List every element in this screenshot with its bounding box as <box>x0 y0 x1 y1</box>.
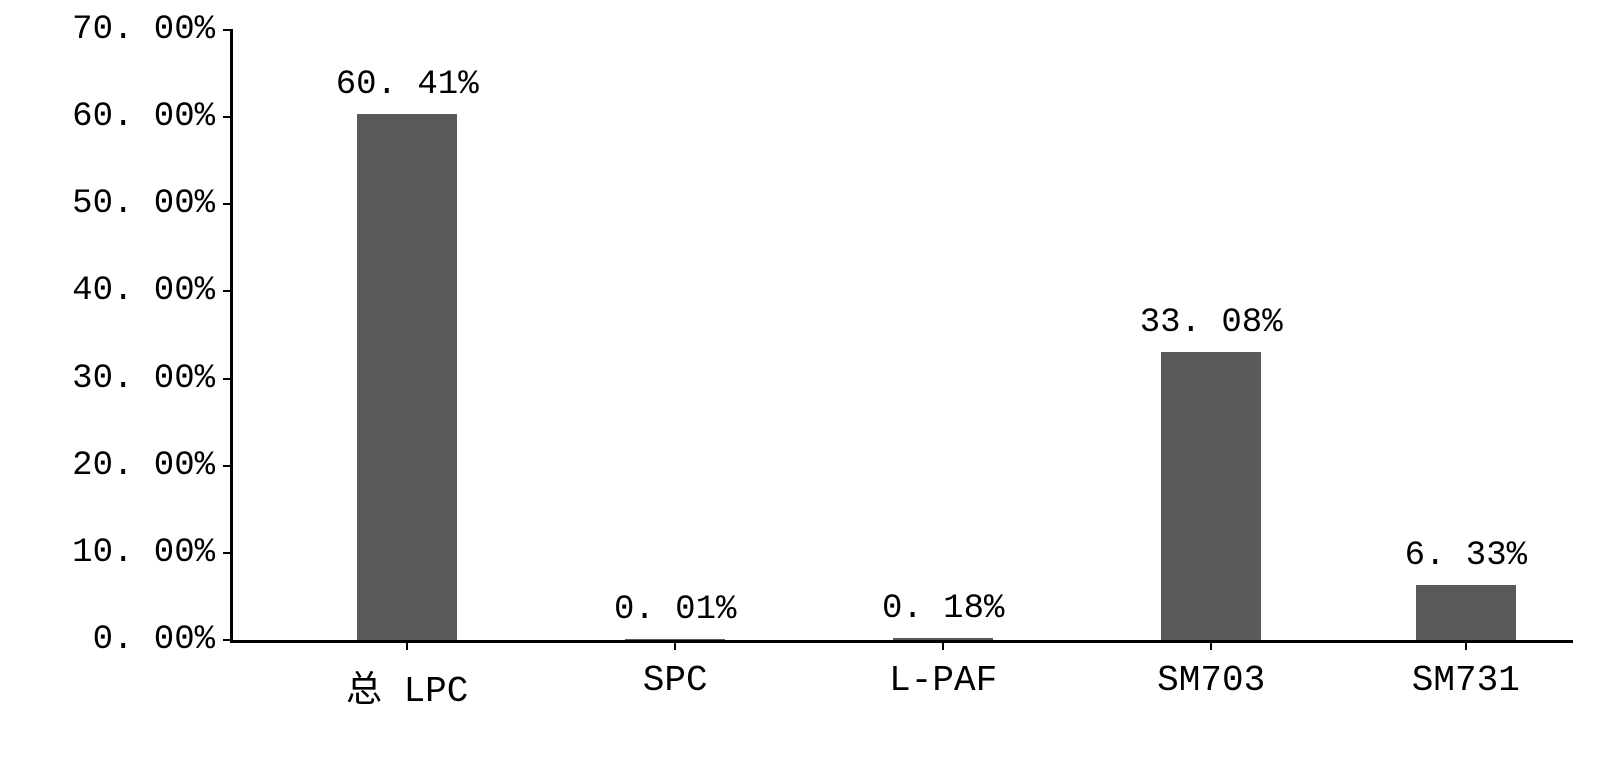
y-tick-label: 70. 00% <box>72 11 233 49</box>
y-tick-label: 10. 00% <box>72 534 233 572</box>
bar-value-label: 0. 18% <box>882 590 1004 638</box>
x-tick-mark <box>1465 640 1467 650</box>
y-tick-mark <box>223 639 233 641</box>
y-tick-mark <box>223 203 233 205</box>
y-tick-mark <box>223 552 233 554</box>
x-tick-mark <box>942 640 944 650</box>
bar-value-label: 33. 08% <box>1140 304 1283 352</box>
bar: 60. 41% <box>357 114 457 640</box>
bar-value-label: 6. 33% <box>1405 537 1527 585</box>
bar: 6. 33% <box>1416 585 1516 640</box>
x-tick-mark <box>406 640 408 650</box>
y-tick-mark <box>223 29 233 31</box>
bar-value-label: 60. 41% <box>336 66 479 114</box>
y-tick-label: 50. 00% <box>72 185 233 223</box>
y-tick-label: 20. 00% <box>72 447 233 485</box>
x-tick-mark <box>674 640 676 650</box>
x-category-label: 总 LPC <box>346 640 468 712</box>
y-tick-label: 0. 00% <box>93 621 233 659</box>
bar-chart: 0. 00% 10. 00% 20. 00% 30. 00% 40. 00% 50. 00… <box>0 0 1622 762</box>
y-tick-label: 30. 00% <box>72 360 233 398</box>
y-tick-mark <box>223 465 233 467</box>
bar: 33. 08% <box>1161 352 1261 640</box>
bar-value-label: 0. 01% <box>614 591 736 639</box>
plot-area: 0. 00%10. 00%20. 00%30. 00%40. 00%50. 00… <box>230 30 1573 643</box>
y-tick-mark <box>223 116 233 118</box>
y-tick-mark <box>223 290 233 292</box>
x-tick-mark <box>1210 640 1212 650</box>
y-tick-label: 60. 00% <box>72 98 233 136</box>
y-tick-label: 40. 00% <box>72 272 233 310</box>
y-tick-mark <box>223 378 233 380</box>
